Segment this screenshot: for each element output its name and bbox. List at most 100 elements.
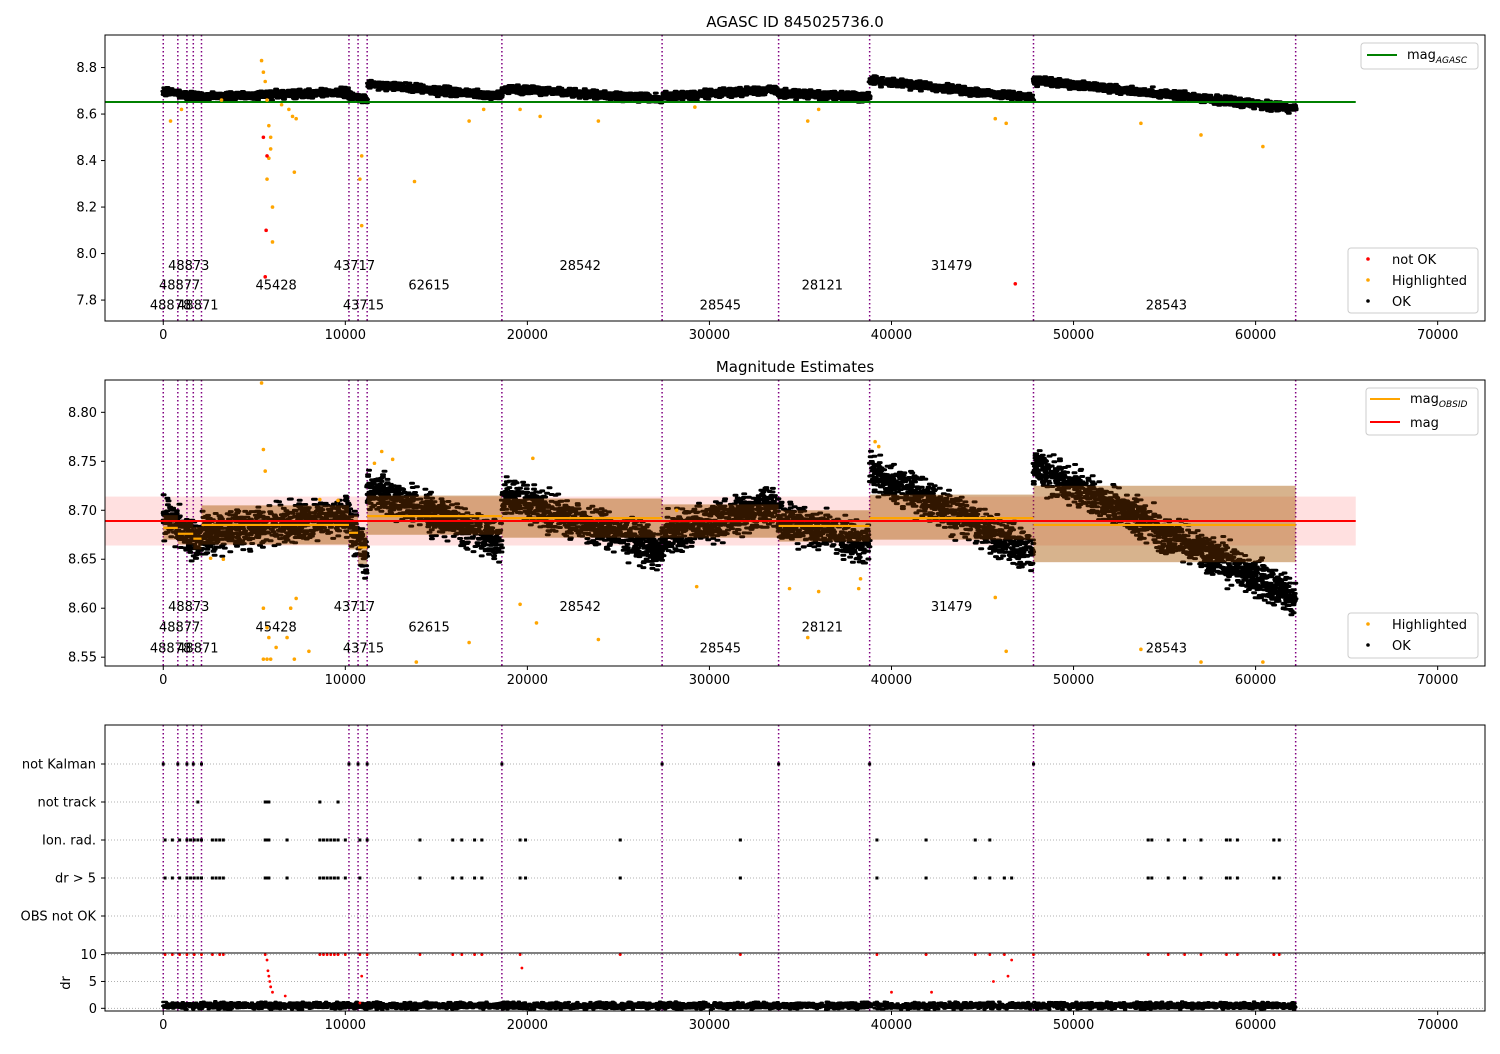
highlighted-point bbox=[412, 179, 417, 184]
highlighted-point bbox=[263, 469, 268, 473]
panel-1-title: AGASC ID 845025736.0 bbox=[706, 13, 884, 31]
flag-point bbox=[178, 838, 182, 842]
dr-high-point bbox=[451, 953, 455, 957]
flag-point bbox=[267, 876, 271, 880]
flag-point bbox=[170, 838, 174, 842]
y-tick-label: 8.6 bbox=[76, 108, 97, 123]
flag-point bbox=[178, 876, 182, 880]
legend-highlighted-label-2: Highlighted bbox=[1392, 618, 1467, 633]
obsid-label: 28543 bbox=[1146, 641, 1187, 656]
highlighted-point bbox=[265, 177, 269, 181]
flag-row-label: OBS not OK bbox=[21, 910, 97, 925]
flag-point bbox=[518, 876, 522, 880]
ok-points-cloud bbox=[364, 468, 505, 564]
dr-high-point bbox=[418, 953, 422, 957]
dr-high-point bbox=[1032, 953, 1035, 957]
flag-point bbox=[1146, 876, 1150, 880]
dr-high-point bbox=[211, 953, 214, 957]
highlighted-point bbox=[1199, 133, 1203, 137]
dr-high-point bbox=[325, 953, 329, 957]
obsid-label: 28545 bbox=[700, 641, 741, 656]
flag-point bbox=[1166, 876, 1170, 880]
flag-point bbox=[1277, 838, 1281, 842]
highlighted-point bbox=[531, 456, 535, 461]
flag-point bbox=[1031, 762, 1035, 766]
dr-high-point bbox=[738, 953, 742, 957]
y-tick-label: 7.8 bbox=[76, 294, 97, 309]
obsid-label: 48877 bbox=[159, 279, 200, 294]
x-tick-label: 70000 bbox=[1417, 1018, 1458, 1033]
obsid-label: 43715 bbox=[343, 298, 384, 313]
dr-high-point bbox=[1166, 953, 1170, 957]
flag-point bbox=[1150, 876, 1154, 880]
flag-point bbox=[356, 762, 360, 766]
flag-point bbox=[1272, 876, 1276, 880]
highlighted-point bbox=[168, 119, 173, 123]
flag-point bbox=[924, 838, 928, 842]
agasc-magnitude-panel: AGASC ID 845025736.0 48873 48877 488784887… bbox=[76, 13, 1486, 343]
flag-point bbox=[285, 876, 289, 880]
dr-ylabel: dr bbox=[59, 976, 74, 990]
dr-high-point bbox=[365, 953, 369, 957]
dr-high-point bbox=[336, 953, 340, 957]
not-ok-point bbox=[261, 135, 266, 140]
y-tick-label: 8.2 bbox=[76, 201, 97, 216]
flag-point bbox=[196, 838, 200, 842]
flag-point bbox=[321, 838, 325, 842]
x-tick-label: 30000 bbox=[689, 1018, 730, 1033]
legend-mag-agasc-label: mag bbox=[1407, 48, 1436, 63]
flag-point bbox=[221, 838, 225, 842]
flag-point bbox=[924, 876, 928, 880]
x-tick-label: 70000 bbox=[1417, 673, 1458, 688]
highlighted-point bbox=[279, 102, 284, 107]
not-ok-point bbox=[1013, 281, 1018, 286]
flag-point bbox=[1146, 838, 1150, 842]
flag-point bbox=[163, 876, 167, 880]
flag-point bbox=[336, 876, 340, 880]
highlighted-point bbox=[993, 595, 998, 600]
flag-point bbox=[460, 876, 464, 880]
x-tick-label: 20000 bbox=[507, 673, 548, 688]
flag-point bbox=[618, 838, 622, 842]
highlighted-point bbox=[268, 657, 273, 661]
highlighted-point bbox=[292, 657, 297, 661]
flag-point bbox=[738, 876, 742, 880]
x-tick-label: 10000 bbox=[325, 673, 366, 688]
flag-point bbox=[332, 838, 336, 842]
obsid-label: 28542 bbox=[559, 600, 600, 615]
highlighted-point bbox=[259, 381, 264, 385]
dr-high-point bbox=[263, 953, 267, 957]
dr-ok-points bbox=[161, 1000, 1298, 1011]
highlighted-point bbox=[858, 577, 863, 581]
highlighted-point bbox=[694, 584, 699, 589]
flag-point bbox=[343, 876, 347, 880]
highlighted-point bbox=[263, 79, 268, 84]
legend-not-ok-marker bbox=[1366, 257, 1370, 261]
flag-point bbox=[192, 876, 196, 880]
obsid-label: 28121 bbox=[802, 279, 843, 294]
ok-points-cloud bbox=[1030, 449, 1299, 617]
highlighted-point bbox=[265, 657, 269, 661]
highlighted-point bbox=[467, 119, 471, 123]
dr-high-point bbox=[1272, 953, 1276, 957]
not-ok-point bbox=[264, 228, 268, 233]
highlighted-point bbox=[596, 637, 601, 642]
flag-point bbox=[868, 762, 872, 766]
dr-high-point bbox=[480, 953, 484, 957]
x-tick-label: 40000 bbox=[871, 1018, 912, 1033]
flag-point bbox=[199, 876, 203, 880]
dr-high-point bbox=[1277, 953, 1281, 957]
not-ok-point bbox=[265, 154, 269, 158]
flag-point bbox=[1228, 838, 1232, 842]
flag-point bbox=[221, 876, 225, 880]
legend-highlighted-marker bbox=[1366, 278, 1370, 282]
flag-point bbox=[1002, 876, 1006, 880]
ok-points-cloud bbox=[175, 88, 205, 103]
x-tick-label: 40000 bbox=[871, 673, 912, 688]
flag-point bbox=[358, 838, 362, 842]
dr-high-point bbox=[520, 966, 524, 970]
dr-high-point bbox=[1002, 953, 1006, 957]
x-tick-label: 20000 bbox=[507, 328, 548, 343]
dr-high-point bbox=[875, 953, 879, 957]
flag-point bbox=[418, 838, 422, 842]
